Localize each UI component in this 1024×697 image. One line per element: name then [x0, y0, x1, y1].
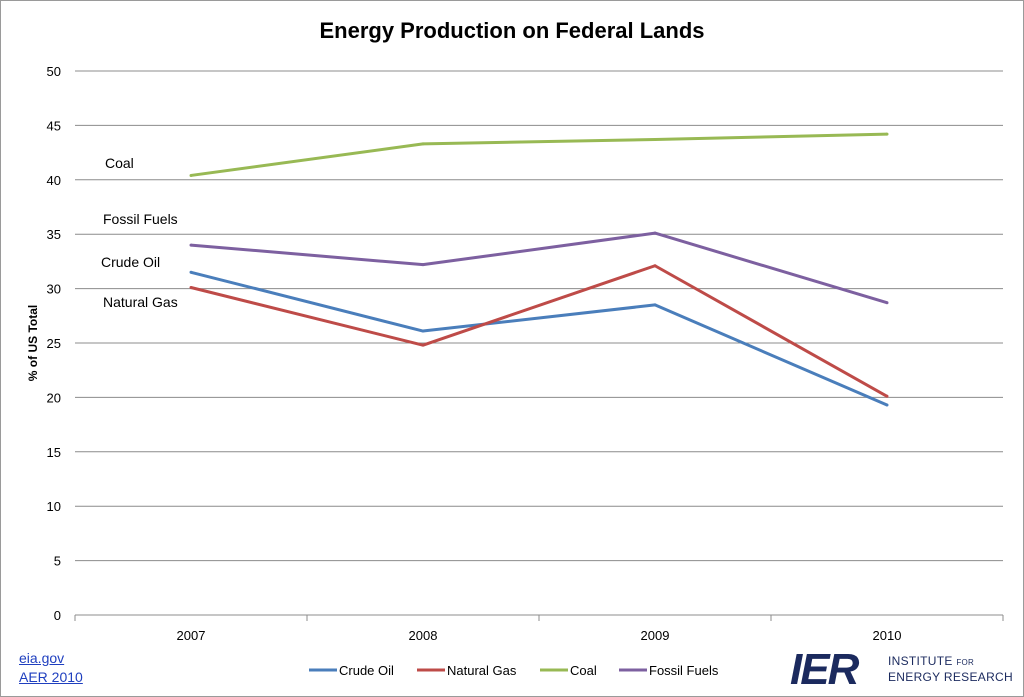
source-link-aer[interactable]: AER 2010	[19, 669, 83, 685]
legend-label-fossil-fuels: Fossil Fuels	[649, 663, 719, 678]
series-lines	[189, 132, 889, 407]
legend-label-crude-oil: Crude Oil	[339, 663, 394, 678]
annotation-coal: Coal	[105, 155, 134, 171]
series-line-fossil-fuels	[190, 231, 888, 305]
chart-title: Energy Production on Federal Lands	[319, 18, 705, 43]
x-tick-label: 2007	[177, 628, 206, 643]
series-annotations: Coal Fossil Fuels Crude Oil Natural Gas	[101, 155, 178, 310]
y-tick-labels: 0 5 10 15 20 25 30 35 40 45 50	[47, 64, 61, 623]
logo-line2: ENERGY RESEARCH	[888, 670, 1013, 684]
data-point-crude-oil	[421, 329, 425, 333]
x-tick-labels: 2007 2008 2009 2010	[177, 628, 902, 643]
x-tick-label: 2010	[873, 628, 902, 643]
logo-line1-small: FOR	[956, 658, 975, 667]
y-tick-label: 15	[47, 445, 61, 460]
data-point-crude-oil	[885, 403, 889, 407]
y-tick-label: 30	[47, 282, 61, 297]
data-point-fossil-fuels	[421, 263, 425, 267]
legend-label-coal: Coal	[570, 663, 597, 678]
y-axis-label: % of US Total	[26, 305, 40, 381]
y-tick-label: 20	[47, 390, 61, 405]
data-point-coal	[885, 132, 889, 136]
data-point-natural-gas	[421, 343, 425, 347]
data-point-coal	[421, 142, 425, 146]
y-tick-label: 50	[47, 64, 61, 79]
data-point-fossil-fuels	[189, 243, 193, 247]
x-tick-label: 2009	[641, 628, 670, 643]
legend-label-natural-gas: Natural Gas	[447, 663, 517, 678]
annotation-crude-oil: Crude Oil	[101, 254, 160, 270]
y-tick-label: 35	[47, 227, 61, 242]
data-point-natural-gas	[189, 286, 193, 290]
legend: Crude Oil Natural Gas Coal Fossil Fuels	[309, 663, 719, 678]
data-point-natural-gas	[885, 394, 889, 398]
series-line-natural-gas	[190, 264, 888, 398]
ier-logo-mark: IER	[790, 645, 859, 694]
data-point-coal	[653, 138, 657, 142]
y-tick-label: 45	[47, 118, 61, 133]
ier-logo: IER INSTITUTE FOR ENERGY RESEARCH	[790, 648, 1020, 692]
y-tick-label: 0	[54, 608, 61, 623]
gridlines	[74, 70, 1004, 621]
y-tick-label: 10	[47, 499, 61, 514]
data-point-coal	[189, 173, 193, 177]
data-point-natural-gas	[653, 264, 657, 268]
data-point-fossil-fuels	[653, 231, 657, 235]
series-line-coal	[190, 132, 888, 177]
ier-logo-text: INSTITUTE FOR ENERGY RESEARCH	[888, 654, 1013, 685]
data-point-fossil-fuels	[885, 301, 889, 305]
y-tick-label: 25	[47, 336, 61, 351]
source-link-eia[interactable]: eia.gov	[19, 650, 65, 666]
y-tick-label: 5	[54, 554, 61, 569]
x-tick-label: 2008	[409, 628, 438, 643]
logo-line1: INSTITUTE	[888, 654, 953, 668]
annotation-natural-gas: Natural Gas	[103, 294, 178, 310]
annotation-fossil-fuels: Fossil Fuels	[103, 211, 178, 227]
data-point-crude-oil	[653, 303, 657, 307]
y-tick-label: 40	[47, 173, 61, 188]
data-point-crude-oil	[189, 270, 193, 274]
series-line-crude-oil	[190, 270, 888, 407]
